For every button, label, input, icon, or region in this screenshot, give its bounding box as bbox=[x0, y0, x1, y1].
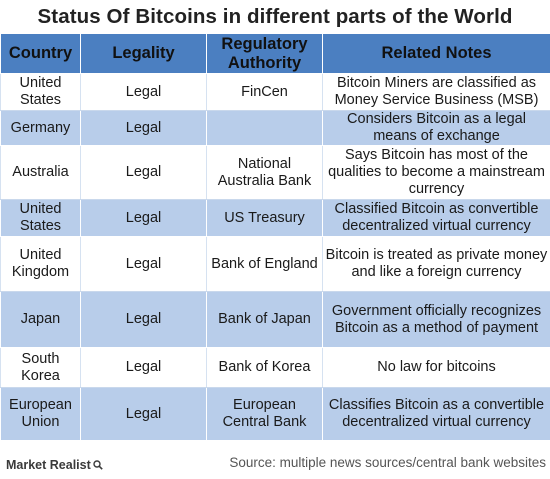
header-country: Country bbox=[0, 33, 81, 74]
cell-legality: Legal bbox=[80, 387, 207, 441]
table-row: Germany Legal Considers Bitcoin as a leg… bbox=[0, 110, 550, 146]
source-note: Source: multiple news sources/central ba… bbox=[229, 455, 546, 470]
cell-authority bbox=[206, 110, 323, 146]
bitcoin-status-table: Country Legality Regulatory Authority Re… bbox=[0, 33, 550, 441]
page-title: Status Of Bitcoins in different parts of… bbox=[37, 5, 513, 28]
cell-legality: Legal bbox=[80, 236, 207, 292]
cell-legality: Legal bbox=[80, 145, 207, 200]
cell-country: United Kingdom bbox=[0, 236, 81, 292]
magnifier-icon bbox=[93, 460, 103, 470]
cell-notes: Bitcoin is treated as private money and … bbox=[322, 236, 550, 292]
cell-legality: Legal bbox=[80, 199, 207, 237]
cell-authority: National Australia Bank bbox=[206, 145, 323, 200]
table-row: United Kingdom Legal Bank of England Bit… bbox=[0, 236, 550, 292]
brand-name: Market Realist bbox=[6, 458, 91, 472]
header-row: Country Legality Regulatory Authority Re… bbox=[0, 33, 550, 74]
table-row: Japan Legal Bank of Japan Government off… bbox=[0, 291, 550, 348]
cell-notes: Says Bitcoin has most of the qualities t… bbox=[322, 145, 550, 200]
table-row: European Union Legal European Central Ba… bbox=[0, 387, 550, 441]
cell-legality: Legal bbox=[80, 347, 207, 388]
cell-authority: Bank of England bbox=[206, 236, 323, 292]
cell-notes: Government officially recognizes Bitcoin… bbox=[322, 291, 550, 348]
cell-country: United States bbox=[0, 73, 81, 111]
cell-country: United States bbox=[0, 199, 81, 237]
cell-notes: No law for bitcoins bbox=[322, 347, 550, 388]
cell-notes: Bitcoin Miners are classified as Money S… bbox=[322, 73, 550, 111]
brand-logo: Market Realist bbox=[6, 455, 103, 475]
cell-notes: Considers Bitcoin as a legal means of ex… bbox=[322, 110, 550, 146]
cell-country: South Korea bbox=[0, 347, 81, 388]
cell-country: Australia bbox=[0, 145, 81, 200]
header-legality: Legality bbox=[80, 33, 207, 74]
cell-authority: US Treasury bbox=[206, 199, 323, 237]
cell-country: Germany bbox=[0, 110, 81, 146]
header-notes: Related Notes bbox=[322, 33, 550, 74]
cell-authority: Bank of Korea bbox=[206, 347, 323, 388]
table-row: Australia Legal National Australia Bank … bbox=[0, 145, 550, 200]
cell-country: Japan bbox=[0, 291, 81, 348]
cell-legality: Legal bbox=[80, 73, 207, 111]
cell-authority: Bank of Japan bbox=[206, 291, 323, 348]
cell-notes: Classified Bitcoin as convertible decent… bbox=[322, 199, 550, 237]
table-row: United States Legal FinCen Bitcoin Miner… bbox=[0, 73, 550, 111]
cell-authority: FinCen bbox=[206, 73, 323, 111]
cell-notes: Classifies Bitcoin as a convertible dece… bbox=[322, 387, 550, 441]
table-row: South Korea Legal Bank of Korea No law f… bbox=[0, 347, 550, 388]
cell-country: European Union bbox=[0, 387, 81, 441]
cell-legality: Legal bbox=[80, 291, 207, 348]
cell-legality: Legal bbox=[80, 110, 207, 146]
table-row: United States Legal US Treasury Classifi… bbox=[0, 199, 550, 237]
header-authority: Regulatory Authority bbox=[206, 33, 323, 74]
cell-authority: European Central Bank bbox=[206, 387, 323, 441]
